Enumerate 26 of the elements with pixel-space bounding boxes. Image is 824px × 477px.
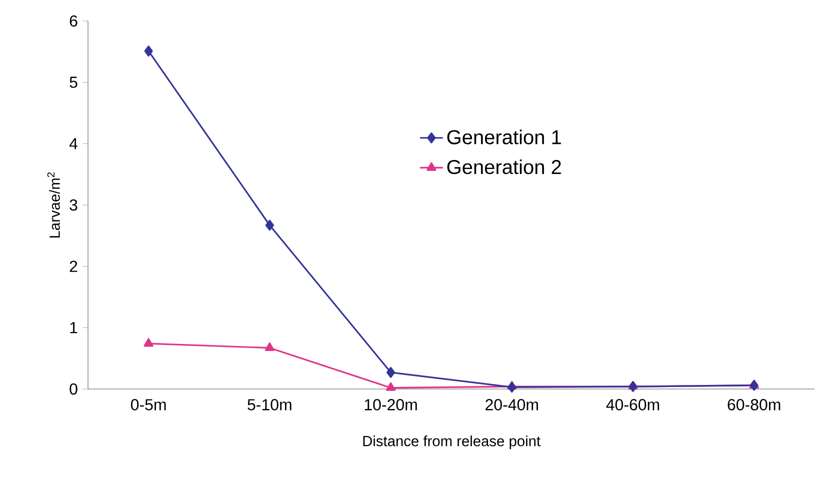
x-tick-label: 60-80m bbox=[728, 399, 780, 410]
point bbox=[386, 382, 396, 391]
y-tick-label: 4 bbox=[69, 138, 78, 150]
x-axis-title: Distance from release point bbox=[363, 436, 540, 450]
point bbox=[264, 342, 275, 352]
point bbox=[628, 381, 638, 392]
x-tick-label: 40-60m bbox=[606, 399, 660, 410]
y-tick-label: 1 bbox=[70, 322, 78, 334]
legend-label: Generation 1 bbox=[447, 130, 561, 144]
y-tick-label: 3 bbox=[70, 199, 78, 211]
y-tick-label: 0 bbox=[70, 383, 78, 395]
x-tick-label: 0-5m bbox=[130, 399, 166, 410]
point bbox=[144, 46, 153, 57]
y-axis-title: Larvae/m$^{2}$ bbox=[47, 172, 60, 238]
legend-label: Generation 2 bbox=[447, 159, 561, 174]
point bbox=[265, 220, 274, 231]
point bbox=[508, 382, 516, 393]
point bbox=[144, 338, 154, 347]
y-tick-label: 2 bbox=[70, 260, 78, 272]
point bbox=[750, 380, 758, 391]
x-tick-label: 10-20m bbox=[364, 399, 417, 410]
x-tick-label: 5-10m bbox=[248, 399, 292, 410]
y-tick-label: 5 bbox=[70, 76, 78, 88]
point bbox=[386, 366, 396, 378]
x-tick-label: 20-40m bbox=[486, 399, 538, 410]
y-tick-label: 6 bbox=[70, 15, 78, 27]
